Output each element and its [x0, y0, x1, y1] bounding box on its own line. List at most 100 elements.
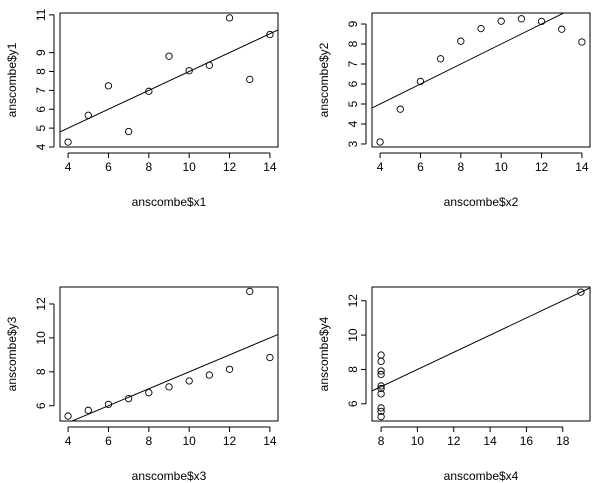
x-tick-label: 12	[223, 434, 237, 448]
x-tick-label: 18	[556, 434, 570, 448]
data-point	[377, 404, 385, 412]
data-point	[84, 111, 92, 119]
y-tick-label: 6	[34, 106, 48, 113]
y-tick-label: 6	[346, 400, 360, 407]
y-tick-label: 8	[34, 68, 48, 75]
data-point	[436, 55, 445, 63]
y-tick-label: 4	[34, 143, 48, 150]
data-point	[104, 400, 113, 409]
data-point	[205, 371, 214, 379]
x-tick-label: 10	[495, 160, 509, 174]
y-axis-title: anscombe$y3	[5, 316, 19, 391]
x-tick-label: 14	[263, 160, 277, 174]
regression-line	[70, 333, 278, 421]
data-point	[165, 383, 173, 391]
scatter-panel-2: 4 6 8 10 12 14 3 4 5 6 7 8 9 anscombe$x2 anscombe$y2	[317, 12, 591, 209]
y-tick-label: 5	[34, 124, 48, 131]
data-point	[145, 389, 153, 397]
data-point	[185, 377, 193, 385]
data-point	[558, 25, 566, 33]
data-point	[145, 87, 153, 95]
x-tick-label: 8	[145, 434, 152, 448]
y-tick-label: 6	[34, 402, 48, 409]
data-point	[104, 82, 113, 90]
data-point	[225, 14, 234, 22]
data-point	[376, 138, 384, 146]
x-tick-label: 10	[183, 160, 197, 174]
plot-frame	[59, 12, 279, 148]
data-point	[457, 37, 465, 45]
x-tick-label: 4	[377, 160, 384, 174]
x-tick-label: 12	[447, 434, 461, 448]
y-tick-label: 7	[34, 87, 48, 94]
data-point	[377, 370, 385, 379]
regression-line	[372, 13, 565, 109]
y-tick-label: 10	[346, 328, 360, 342]
data-point	[64, 412, 72, 420]
plot-frame	[59, 286, 279, 422]
x-tick-label: 10	[183, 434, 197, 448]
y-axis-title: anscombe$y4	[317, 316, 331, 391]
data-point	[205, 61, 214, 69]
data-point	[517, 15, 526, 23]
y-tick-label: 9	[34, 49, 48, 56]
x-tick-label: 16	[520, 434, 534, 448]
scatter-panel-3: 4 6 8 10 12 14 6 8 10 12 anscombe$x3 anscombe$y3	[5, 286, 279, 483]
data-point	[246, 287, 254, 296]
data-point	[124, 394, 133, 403]
data-point	[246, 75, 254, 84]
data-point	[416, 77, 425, 86]
x-tick-label: 6	[105, 160, 112, 174]
y-tick-label: 5	[346, 100, 360, 107]
y-tick-label: 8	[346, 366, 360, 373]
y-tick-label: 8	[34, 368, 48, 375]
plot-frame	[371, 286, 591, 422]
data-point	[578, 38, 586, 46]
data-point	[266, 353, 274, 362]
regression-line	[60, 29, 278, 133]
x-tick-label: 10	[411, 434, 425, 448]
y-tick-label: 3	[346, 140, 360, 147]
x-axis-title: anscombe$x4	[444, 469, 519, 483]
data-point	[577, 288, 585, 296]
y-tick-label: 10	[34, 331, 48, 345]
y-axis-title: anscombe$y2	[317, 42, 331, 117]
scatter-panel-4: 8 10 12 14 16 18 6 8 10 12 anscombe$x4 anscombe$y4	[317, 286, 591, 483]
x-tick-label: 8	[378, 434, 385, 448]
x-tick-label: 14	[483, 434, 497, 448]
y-tick-label: 8	[346, 40, 360, 47]
y-axis-title: anscombe$y1	[5, 42, 19, 117]
data-point	[377, 407, 385, 416]
data-point	[377, 413, 385, 421]
x-tick-label: 12	[223, 160, 237, 174]
y-tick-label: 12	[346, 294, 360, 308]
data-point	[377, 367, 385, 375]
y-tick-label: 7	[346, 60, 360, 67]
x-tick-label: 4	[65, 160, 72, 174]
data-point	[396, 105, 404, 113]
data-point	[225, 365, 234, 373]
data-point	[377, 351, 385, 359]
x-axis-title: anscombe$x1	[132, 195, 207, 209]
data-point	[64, 138, 72, 146]
x-tick-label: 14	[263, 434, 277, 448]
data-point	[377, 382, 385, 390]
data-point	[377, 384, 385, 393]
x-tick-label: 6	[417, 160, 424, 174]
data-point	[84, 406, 92, 414]
x-tick-label: 14	[575, 160, 589, 174]
x-tick-label: 4	[65, 434, 72, 448]
data-point	[165, 52, 173, 60]
y-tick-label: 9	[346, 20, 360, 27]
x-axis-title: anscombe$x2	[444, 195, 519, 209]
data-point	[266, 30, 274, 39]
x-tick-label: 8	[457, 160, 464, 174]
x-tick-label: 8	[145, 160, 152, 174]
x-axis-title: anscombe$x3	[132, 469, 207, 483]
scatter-panel-1: 4 6 8 10 12 14 4 5 6 7 8 9 11 anscombe$x1 anscombe$y1	[5, 8, 279, 209]
data-point	[497, 17, 505, 25]
data-point	[185, 67, 193, 75]
data-point	[477, 24, 485, 33]
y-tick-label: 6	[346, 80, 360, 87]
